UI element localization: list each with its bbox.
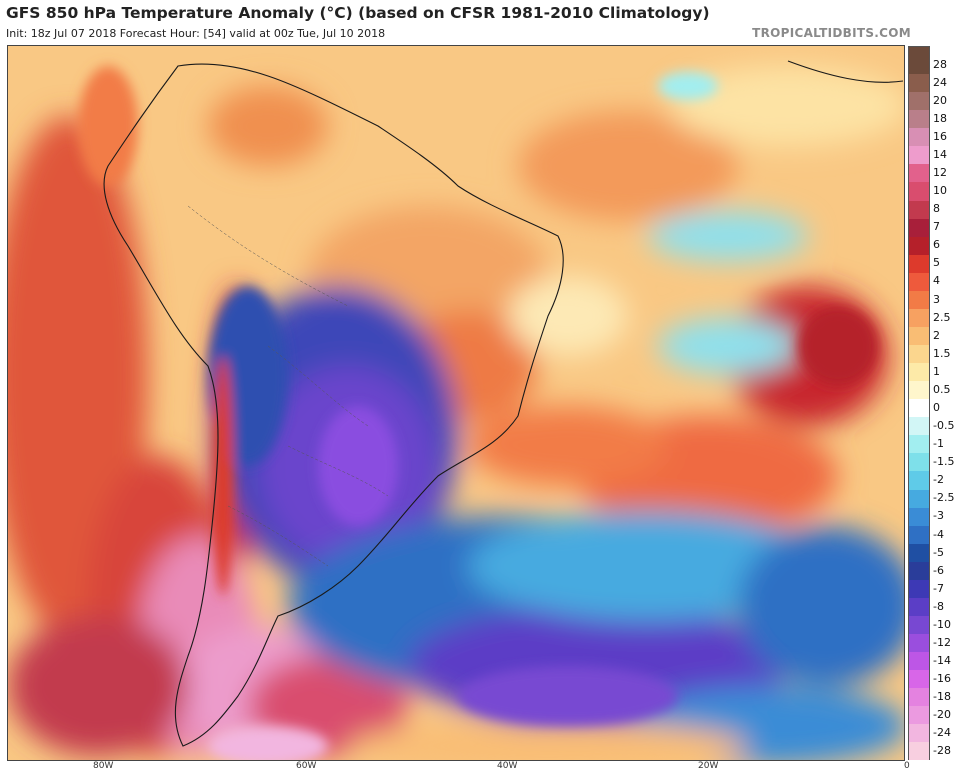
color-scale-label: 4 [933,274,940,288]
south-america-outline [103,63,564,747]
color-scale-swatch [909,453,929,472]
color-scale-label: 18 [933,111,947,125]
color-scale-label: 10 [933,184,947,198]
color-scale-label: -12 [933,636,951,649]
color-scale-swatch [909,399,929,418]
color-scale-label: -28 [933,744,951,758]
africa-outline [787,60,904,83]
color-scale-label: -6 [933,563,944,577]
color-scale-swatch [909,381,929,400]
color-scale-swatch [909,290,929,309]
color-scale-swatch [909,272,929,291]
color-scale-swatch [909,254,929,273]
anomaly-map [7,45,905,761]
color-scale-swatch [909,489,929,508]
color-scale-swatch [909,200,929,219]
color-scale-swatch [909,74,929,93]
color-scale-label: -8 [933,599,944,613]
color-scale-label: 1 [933,364,940,378]
color-scale-label: 2.5 [933,310,951,324]
map-canvas [8,46,904,760]
color-scale-swatch [909,218,929,237]
color-scale-bar [908,46,930,761]
color-scale-swatch [909,561,929,580]
color-scale-label: 1.5 [933,346,951,360]
color-scale-label: 28 [933,57,947,71]
lon-label-80w: 80W [93,761,114,771]
color-scale-swatch [909,146,929,165]
color-scale-label: -7 [933,581,944,595]
color-scale-swatch [909,742,929,761]
color-scale-label: -24 [933,726,951,740]
color-scale-swatch [909,525,929,544]
color-scale-label: 2 [933,328,940,342]
color-scale-swatch [909,164,929,183]
color-scale-label: 8 [933,202,940,216]
source-watermark: TROPICALTIDBITS.COM [752,26,911,40]
color-scale-swatch [909,597,929,616]
color-scale-swatch [909,724,929,743]
color-scale-label: 12 [933,166,947,180]
color-scale-swatch [909,688,929,707]
color-scale-swatch [909,417,929,436]
color-scale-label: -14 [933,654,951,668]
color-scale-label: 14 [933,147,947,161]
coastlines [103,60,904,747]
color-scale-swatch [909,615,929,635]
color-scale-swatch [909,435,929,454]
color-scale-cap [909,47,929,57]
color-scale-label: -5 [933,545,944,559]
color-scale-label: 3 [933,292,940,306]
color-scale-label: 24 [933,75,947,89]
lon-label-0: 0 [904,761,910,771]
color-scale-label: -10 [933,617,951,631]
color-scale-label: -4 [933,527,944,541]
color-scale-swatch [909,471,929,490]
lon-label-40w: 40W [497,761,518,771]
color-scale-label: -3 [933,509,944,523]
color-scale-label: 20 [933,93,947,107]
color-scale-label: -16 [933,672,951,686]
anomaly-detail [78,66,878,760]
color-scale-swatch [909,308,929,327]
lon-label-20w: 20W [698,761,719,771]
color-scale-swatch [909,56,929,75]
anomaly-field [8,66,904,760]
color-scale-label: -1 [933,437,944,451]
color-scale-swatch [909,543,929,562]
color-scale-swatch [909,92,929,111]
color-scale-swatch [909,326,929,346]
color-scale-swatch [909,110,929,129]
color-scale-label: -2 [933,473,944,487]
color-scale-swatch [909,363,929,382]
color-scale-label: -18 [933,690,951,704]
color-scale-label: 6 [933,238,940,252]
color-scale-label: 16 [933,129,947,143]
color-scale-label: 7 [933,220,940,234]
lon-label-60w: 60W [296,761,317,771]
color-scale-label: -1.5 [933,455,955,469]
color-scale-label: 5 [933,256,940,270]
color-scale-label: -20 [933,708,951,722]
color-scale-swatch [909,634,929,653]
country-borders [187,205,389,567]
color-scale-swatch [909,345,929,364]
color-scale-swatch [909,670,929,689]
color-scale-swatch [909,579,929,598]
color-scale-label: -0.5 [933,419,955,433]
color-scale-swatch [909,706,929,725]
color-scale-swatch [909,128,929,147]
map-title: GFS 850 hPa Temperature Anomaly (°C) (ba… [6,4,710,22]
color-scale-swatch [909,507,929,526]
color-scale-swatch [909,652,929,671]
color-scale-swatch [909,182,929,201]
color-scale-label: 0 [933,401,940,415]
color-scale-label: -2.5 [933,491,955,505]
forecast-info: Init: 18z Jul 07 2018 Forecast Hour: [54… [6,27,386,40]
color-scale-swatch [909,236,929,255]
color-scale-label: 0.5 [933,382,951,396]
